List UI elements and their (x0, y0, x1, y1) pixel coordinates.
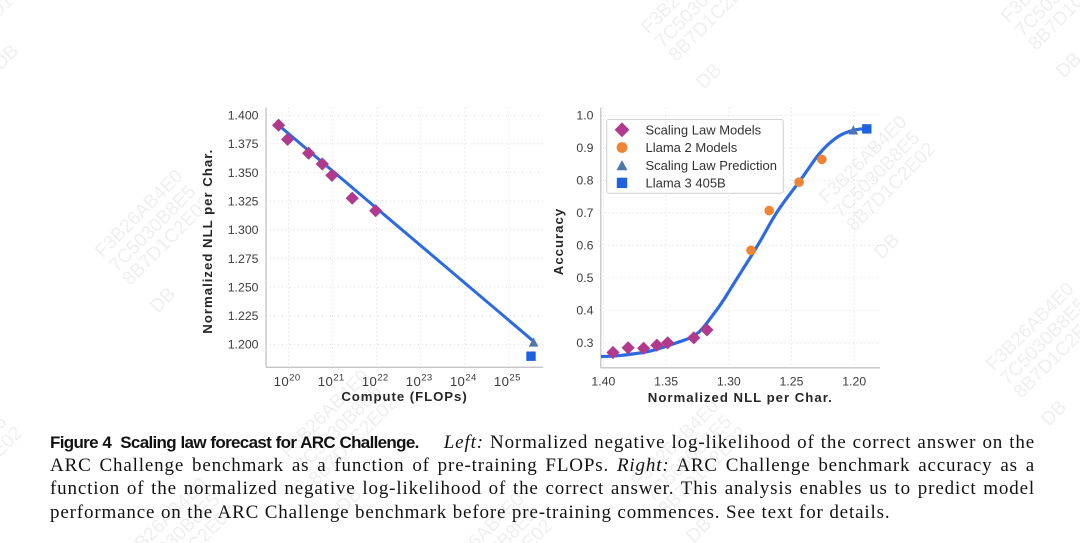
svg-text:Llama 3 405B: Llama 3 405B (646, 176, 726, 191)
svg-text:1.200: 1.200 (228, 338, 259, 352)
svg-text:1.325: 1.325 (228, 194, 259, 208)
svg-text:0.3: 0.3 (576, 336, 593, 350)
svg-text:1.35: 1.35 (654, 375, 678, 389)
svg-text:1.275: 1.275 (228, 252, 259, 266)
svg-text:1023: 1023 (406, 373, 433, 389)
svg-text:Compute (FLOPs): Compute (FLOPs) (341, 389, 467, 404)
svg-text:0.9: 0.9 (576, 141, 593, 155)
svg-text:1025: 1025 (494, 373, 521, 389)
svg-text:Normalized NLL per Char.: Normalized NLL per Char. (648, 390, 833, 405)
svg-text:1021: 1021 (318, 373, 345, 389)
svg-text:Accuracy: Accuracy (551, 208, 566, 275)
svg-text:1.400: 1.400 (228, 109, 259, 123)
svg-text:1.25: 1.25 (780, 375, 804, 389)
svg-text:1.40: 1.40 (591, 375, 615, 389)
svg-text:Normalized NLL per Char.: Normalized NLL per Char. (200, 149, 215, 334)
svg-text:1.0: 1.0 (576, 109, 593, 123)
svg-text:1.225: 1.225 (228, 309, 259, 323)
svg-text:1.350: 1.350 (228, 166, 259, 180)
svg-text:Llama 2 Models: Llama 2 Models (646, 140, 738, 155)
svg-text:1.20: 1.20 (842, 375, 866, 389)
svg-text:1020: 1020 (274, 373, 301, 389)
svg-text:1.375: 1.375 (228, 137, 259, 151)
svg-text:1.300: 1.300 (228, 223, 259, 237)
svg-text:0.6: 0.6 (576, 239, 593, 253)
svg-text:1.30: 1.30 (717, 375, 741, 389)
svg-text:Scaling Law Prediction: Scaling Law Prediction (646, 158, 778, 173)
svg-text:0.4: 0.4 (576, 304, 593, 318)
svg-text:0.7: 0.7 (576, 206, 593, 220)
svg-text:0.5: 0.5 (576, 271, 593, 285)
svg-text:Scaling Law Models: Scaling Law Models (646, 122, 762, 137)
svg-text:1.250: 1.250 (228, 280, 259, 294)
svg-text:0.8: 0.8 (576, 174, 593, 188)
svg-text:1024: 1024 (450, 373, 477, 389)
svg-text:1022: 1022 (362, 373, 389, 389)
